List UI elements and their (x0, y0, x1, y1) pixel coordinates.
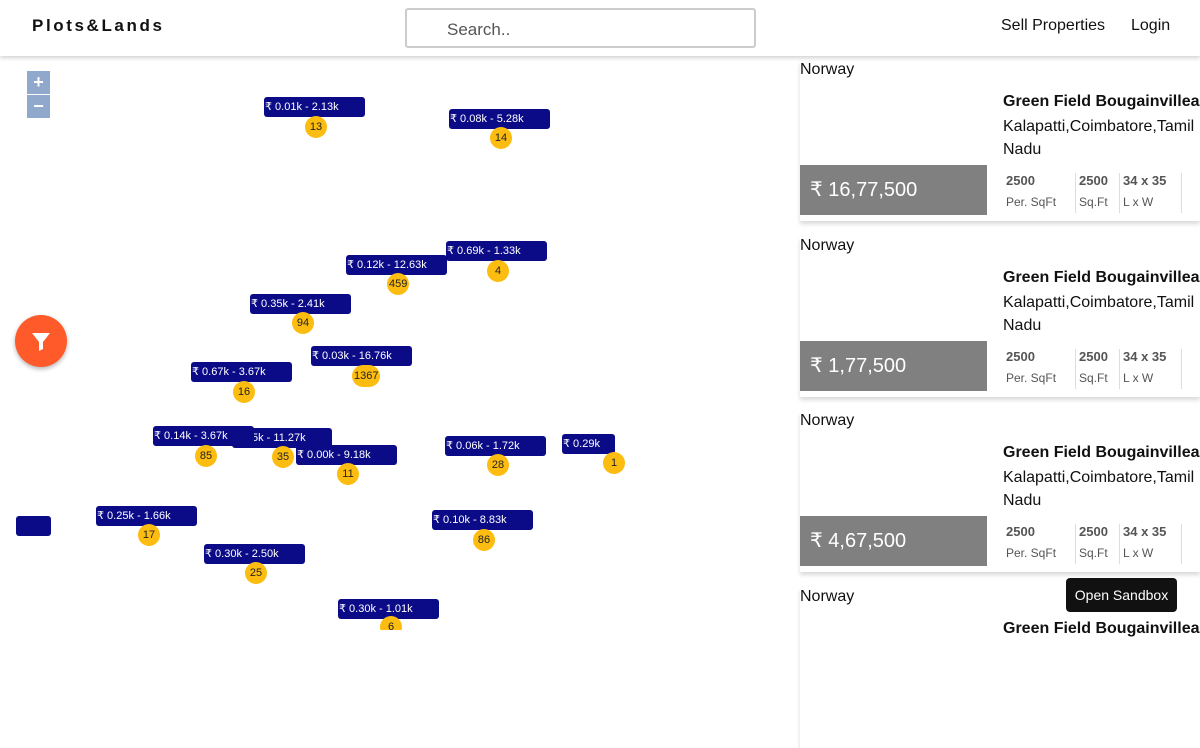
listing-stat: 2500 Sq.Ft (1079, 173, 1120, 213)
marker-count[interactable]: 14 (490, 127, 512, 149)
open-sandbox-button[interactable]: Open Sandbox (1066, 578, 1177, 612)
listing-title[interactable]: Green Field Bougainvillea (1003, 444, 1200, 461)
marker-label[interactable]: ₹ 0.35k - 2.41k (250, 294, 351, 314)
marker-count[interactable]: 86 (473, 529, 495, 551)
listing-card[interactable]: Norway Green Field Bougainvillea Kalapatti… (800, 61, 1200, 221)
listing-location: Kalapatti,Coimbatore,Tamil Nadu (1003, 118, 1195, 158)
map[interactable]: + − ₹ 0.01k - 2.13k 13 ₹ 0.08k - 5.28k 14 ₹ … (0, 56, 790, 630)
marker-count[interactable]: 85 (195, 445, 217, 467)
image-alt: Norway (800, 61, 855, 78)
listing-stat: 2500 Sq.Ft (1079, 348, 1120, 389)
listing-stat: 34 x 35 L x W (1123, 524, 1182, 564)
marker-label[interactable]: ₹ 0.69k - 1.33k (446, 241, 547, 261)
filter-icon (32, 333, 50, 351)
page: Plots&Lands Search.. Sell Properties Log… (0, 0, 1200, 637)
marker-count[interactable]: 1367 (352, 365, 381, 387)
marker-count[interactable]: 4 (487, 260, 509, 282)
marker-count[interactable]: 25 (245, 562, 267, 584)
stat-unit: L x W (1123, 195, 1154, 209)
marker-count[interactable]: 1 (603, 452, 625, 474)
marker-label[interactable]: ₹ 0.10k - 8.83k (432, 510, 533, 530)
zoom-out[interactable]: − (27, 95, 50, 118)
marker-count[interactable]: 11 (337, 463, 359, 485)
listing-stat: 34 x 35 L x W (1123, 173, 1182, 213)
listing-stat: 2500 Per. SqFt (1006, 348, 1076, 389)
marker-count[interactable]: 94 (292, 312, 314, 334)
search-placeholder: Search.. (447, 20, 511, 39)
marker-label[interactable]: ₹ 0.01k - 2.13k (264, 97, 365, 117)
listing-title[interactable]: Green Field Bougainvillea (1003, 619, 1200, 637)
search-box[interactable]: Search.. (405, 8, 756, 48)
marker-label[interactable]: 5k - 11.27k (232, 428, 332, 448)
listing-stat: 2500 Per. SqFt (1006, 524, 1076, 564)
stat-value: 2500 (1079, 524, 1108, 539)
marker-label[interactable]: ₹ 0.30k - 1.01k (338, 599, 439, 619)
listing-card[interactable]: Norway Green Field Bougainvillea Kalapatti… (800, 236, 1200, 397)
brand[interactable]: Plots&Lands (32, 16, 165, 35)
marker-label[interactable]: ₹ 0.03k - 16.76k (311, 346, 412, 366)
marker-label[interactable]: ₹ 0.30k - 2.50k (204, 544, 305, 564)
stat-unit: Sq.Ft (1079, 370, 1108, 385)
marker-label[interactable]: ₹ 0.08k - 5.28k (449, 109, 550, 129)
stat-unit: Per. SqFt (1006, 546, 1057, 560)
image-alt: Norway (800, 587, 855, 605)
stat-value: 2500 (1079, 173, 1108, 188)
stat-value: 34 x 35 (1123, 348, 1167, 364)
stat-unit: L x W (1123, 546, 1154, 560)
listing-stat: 2500 Per. SqFt (1006, 173, 1076, 213)
marker-label[interactable]: ₹ 0.14k - 3.67k (153, 426, 254, 446)
nav-link[interactable]: Sell Properties (1001, 17, 1106, 34)
marker-label[interactable] (16, 516, 51, 536)
stat-value: 2500 (1006, 173, 1035, 188)
marker-label[interactable]: ₹ 0.12k - 12.63k (346, 255, 447, 275)
listing-location: Kalapatti,Coimbatore,Tamil Nadu (1003, 469, 1195, 509)
stat-value: 2500 (1079, 348, 1108, 364)
stat-value: 34 x 35 (1123, 524, 1167, 539)
marker-count[interactable]: 35 (272, 446, 294, 468)
header: Plots&Lands Search.. Sell Properties Log… (0, 0, 1200, 56)
marker-label[interactable]: ₹ 0.00k - 9.18k (296, 445, 397, 465)
marker-count[interactable]: 17 (138, 524, 160, 546)
stat-unit: Sq.Ft (1079, 195, 1108, 209)
image-alt: Norway (800, 236, 855, 254)
listing-title[interactable]: Green Field Bougainvillea (1003, 268, 1200, 286)
listing-card[interactable]: Norway Green Field Bougainvillea Kalapatti… (800, 412, 1200, 572)
listing-stat: 34 x 35 L x W (1123, 348, 1182, 389)
listing-title[interactable]: Green Field Bougainvillea (1003, 93, 1200, 110)
stat-value: 2500 (1006, 524, 1035, 539)
marker-count[interactable]: 16 (233, 381, 255, 403)
marker-count[interactable]: 13 (305, 116, 327, 138)
zoom-in[interactable]: + (27, 71, 50, 94)
stat-unit: L x W (1123, 370, 1154, 385)
filter-button[interactable] (15, 315, 67, 367)
listing-price: ₹ 4,67,500 (800, 516, 987, 566)
nav-link[interactable]: Login (1131, 17, 1171, 34)
marker-count[interactable]: 459 (387, 273, 410, 295)
listing-location: Kalapatti,Coimbatore,Tamil Nadu (1003, 293, 1195, 334)
marker-label[interactable]: ₹ 0.06k - 1.72k (445, 436, 546, 456)
listing-price: ₹ 1,77,500 (800, 340, 987, 391)
marker-label[interactable]: ₹ 0.67k - 3.67k (191, 362, 292, 382)
marker-count[interactable]: 6 (380, 616, 402, 630)
stat-unit: Per. SqFt (1006, 195, 1057, 209)
listing-price: ₹ 16,77,500 (800, 165, 987, 215)
stat-value: 2500 (1006, 348, 1035, 364)
marker-label[interactable]: ₹ 0.29k (562, 434, 615, 454)
stat-value: 34 x 35 (1123, 173, 1167, 188)
listing-stat: 2500 Sq.Ft (1079, 524, 1120, 564)
marker-label[interactable]: ₹ 0.25k - 1.66k (96, 506, 197, 526)
image-alt: Norway (800, 412, 855, 429)
marker-count[interactable]: 28 (487, 454, 509, 476)
stat-unit: Per. SqFt (1006, 370, 1057, 385)
stat-unit: Sq.Ft (1079, 546, 1108, 560)
